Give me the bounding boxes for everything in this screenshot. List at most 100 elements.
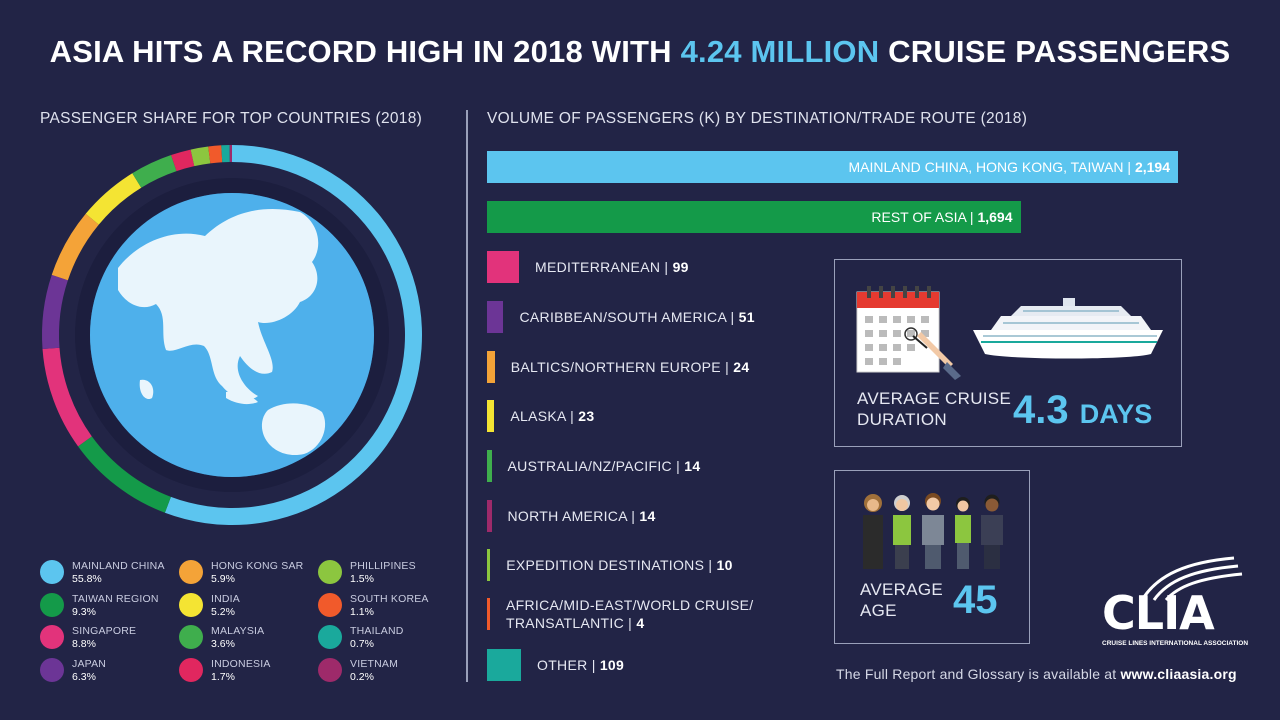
legend-item: SOUTH KOREA 1.1% xyxy=(318,591,458,623)
legend-value: 9.3% xyxy=(72,605,96,618)
donut-slice-japan xyxy=(42,274,68,350)
bar-label: REST OF ASIA | 1,694 xyxy=(871,209,1013,225)
donut-slices xyxy=(42,145,422,525)
clia-logo-icon: CLIA CRUISE LINES INTERNATIONAL ASSOCIAT… xyxy=(1098,556,1248,652)
donut-slice-singapore xyxy=(42,347,92,447)
bar-expedition-destinations xyxy=(487,549,491,581)
legend-swatch xyxy=(179,592,203,617)
legend-swatch xyxy=(318,560,342,584)
donut-slice-phillipines xyxy=(190,146,211,167)
age-value: 45 xyxy=(953,578,998,622)
legend-name: PHILLIPINES xyxy=(350,560,416,572)
legend-item: INDONESIA 1.7% xyxy=(179,656,319,688)
logo-text: CLIA xyxy=(1102,586,1215,640)
cruise-ship-icon xyxy=(973,298,1163,359)
bar-caribbean-south-america xyxy=(487,301,504,333)
australia-landmass xyxy=(261,403,326,456)
footer-link[interactable]: www.cliaasia.org xyxy=(1120,666,1237,682)
legend-swatch xyxy=(318,625,342,649)
legend-item: VIETNAM 0.2% xyxy=(318,656,458,688)
globe-icon xyxy=(75,178,389,492)
age-box: AVERAGE AGE 45 xyxy=(834,470,1030,644)
legend-name: SOUTH KOREA xyxy=(350,592,429,605)
footer-text: The Full Report and Glossary is availabl… xyxy=(836,666,1237,682)
legend-value: 6.3% xyxy=(72,670,96,683)
legend-item: MAINLAND CHINA 55.8% xyxy=(40,558,180,590)
legend-item: TAIWAN REGION 9.3% xyxy=(40,591,180,623)
logo-waves xyxy=(1140,556,1243,602)
donut-slice-south-korea xyxy=(208,145,223,164)
legend-name: VIETNAM xyxy=(350,657,399,670)
bar-label-caribbean-south-america: CARIBBEAN/SOUTH AMERICA | 51 xyxy=(519,309,755,325)
legend-name: MALAYSIA xyxy=(211,625,265,637)
bar-mainland-china-hong-kong-taiwan: MAINLAND CHINA, HONG KONG, TAIWAN | 2,19… xyxy=(487,151,1178,183)
duration-label-line1: AVERAGE CRUISE xyxy=(857,389,1012,408)
footer-prefix: The Full Report and Glossary is availabl… xyxy=(836,666,1121,682)
bar-label-baltics-northern-europe: BALTICS/NORTHERN EUROPE | 24 xyxy=(510,359,750,375)
bar-baltics-northern-europe xyxy=(487,351,495,383)
legend-name: TAIWAN REGION xyxy=(72,592,159,605)
legend-value: 55.8% xyxy=(72,573,102,585)
duration-number: 4.3 xyxy=(1013,388,1069,432)
legend-item: PHILLIPINES 1.5% xyxy=(318,558,458,590)
legend-value: 0.7% xyxy=(350,638,374,650)
donut-slice-malaysia xyxy=(132,155,177,188)
bar-australia-nz-pacific xyxy=(487,450,492,482)
bar-rest-of-asia: REST OF ASIA | 1,694 xyxy=(487,201,1021,233)
pie-legend: MAINLAND CHINA 55.8% TAIWAN REGION 9.3% SING… xyxy=(40,558,460,688)
legend-value: 1.1% xyxy=(350,605,374,618)
bar-label-australia-nz-pacific: AUSTRALIA/NZ/PACIFIC | 14 xyxy=(507,458,701,474)
legend-value: 5.2% xyxy=(211,605,235,618)
donut-slice-taiwan-region xyxy=(78,436,171,513)
donut-slice-thailand xyxy=(221,145,230,163)
pie-section-label: PASSENGER SHARE FOR TOP COUNTRIES (2018) xyxy=(40,110,423,127)
page-title: ASIA HITS A RECORD HIGH IN 2018 WITH 4.2… xyxy=(0,34,1280,70)
legend-swatch xyxy=(179,657,203,682)
bar-north-america xyxy=(487,500,492,532)
legend-name: JAPAN xyxy=(72,657,107,670)
legend-value: 8.8% xyxy=(72,638,96,650)
duration-unit: DAYS xyxy=(1079,399,1153,429)
legend-name: SINGAPORE xyxy=(72,625,137,637)
bar-label-mediterranean: MEDITERRANEAN | 99 xyxy=(535,259,689,275)
legend-name: HONG KONG SAR xyxy=(211,560,304,572)
legend-swatch xyxy=(179,560,203,584)
calendar-icon xyxy=(856,286,961,380)
donut-slice-india xyxy=(85,173,142,225)
legend-item: SINGAPORE 8.8% xyxy=(40,623,180,655)
duration-label: AVERAGE CRUISE DURATION xyxy=(857,388,1011,430)
legend-swatch xyxy=(40,625,64,649)
legend-name: THAILAND xyxy=(350,625,404,637)
legend-item: INDIA 5.2% xyxy=(179,591,319,623)
legend-swatch xyxy=(179,625,203,649)
bar-label-north-america: NORTH AMERICA | 14 xyxy=(507,508,656,524)
legend-value: 3.6% xyxy=(211,638,235,650)
asia-landmass xyxy=(118,209,319,400)
legend-name: MAINLAND CHINA xyxy=(72,560,165,572)
bar-other xyxy=(487,649,521,681)
legend-item: THAILAND 0.7% xyxy=(318,623,458,655)
bar-africa-mid-east-world-cruise-transatlantic xyxy=(487,598,490,630)
bar-label-alaska: ALASKA | 23 xyxy=(510,408,595,424)
donut-chart xyxy=(42,145,422,525)
legend-swatch xyxy=(318,657,342,682)
bar-label-africa-mid-east-world-cruise-transatlantic: AFRICA/MID-EAST/WORLD CRUISE/TRANSATLANT… xyxy=(506,597,754,631)
legend-value: 5.9% xyxy=(211,573,235,585)
donut-slice-hong-kong-sar xyxy=(51,213,99,281)
section-divider xyxy=(466,110,468,682)
duration-value: 4.3 DAYS xyxy=(1013,388,1152,436)
donut-slice-vietnam xyxy=(229,145,232,163)
legend-item: HONG KONG SAR 5.9% xyxy=(179,558,319,590)
donut-slice-indonesia xyxy=(171,149,195,172)
bar-mediterranean xyxy=(487,251,519,283)
legend-item: JAPAN 6.3% xyxy=(40,656,180,688)
logo-subtitle: CRUISE LINES INTERNATIONAL ASSOCIATION xyxy=(1102,640,1249,647)
legend-swatch xyxy=(40,657,64,682)
duration-label-line2: DURATION xyxy=(857,410,947,429)
people-icon xyxy=(863,493,1003,569)
title-post: CRUISE PASSENGERS xyxy=(879,34,1231,69)
title-highlight: 4.24 MILLION xyxy=(680,34,880,69)
legend-value: 1.7% xyxy=(211,670,235,683)
title-pre: ASIA HITS A RECORD HIGH IN 2018 WITH xyxy=(49,34,681,69)
bar-label: MAINLAND CHINA, HONG KONG, TAIWAN | 2,19… xyxy=(848,159,1170,175)
